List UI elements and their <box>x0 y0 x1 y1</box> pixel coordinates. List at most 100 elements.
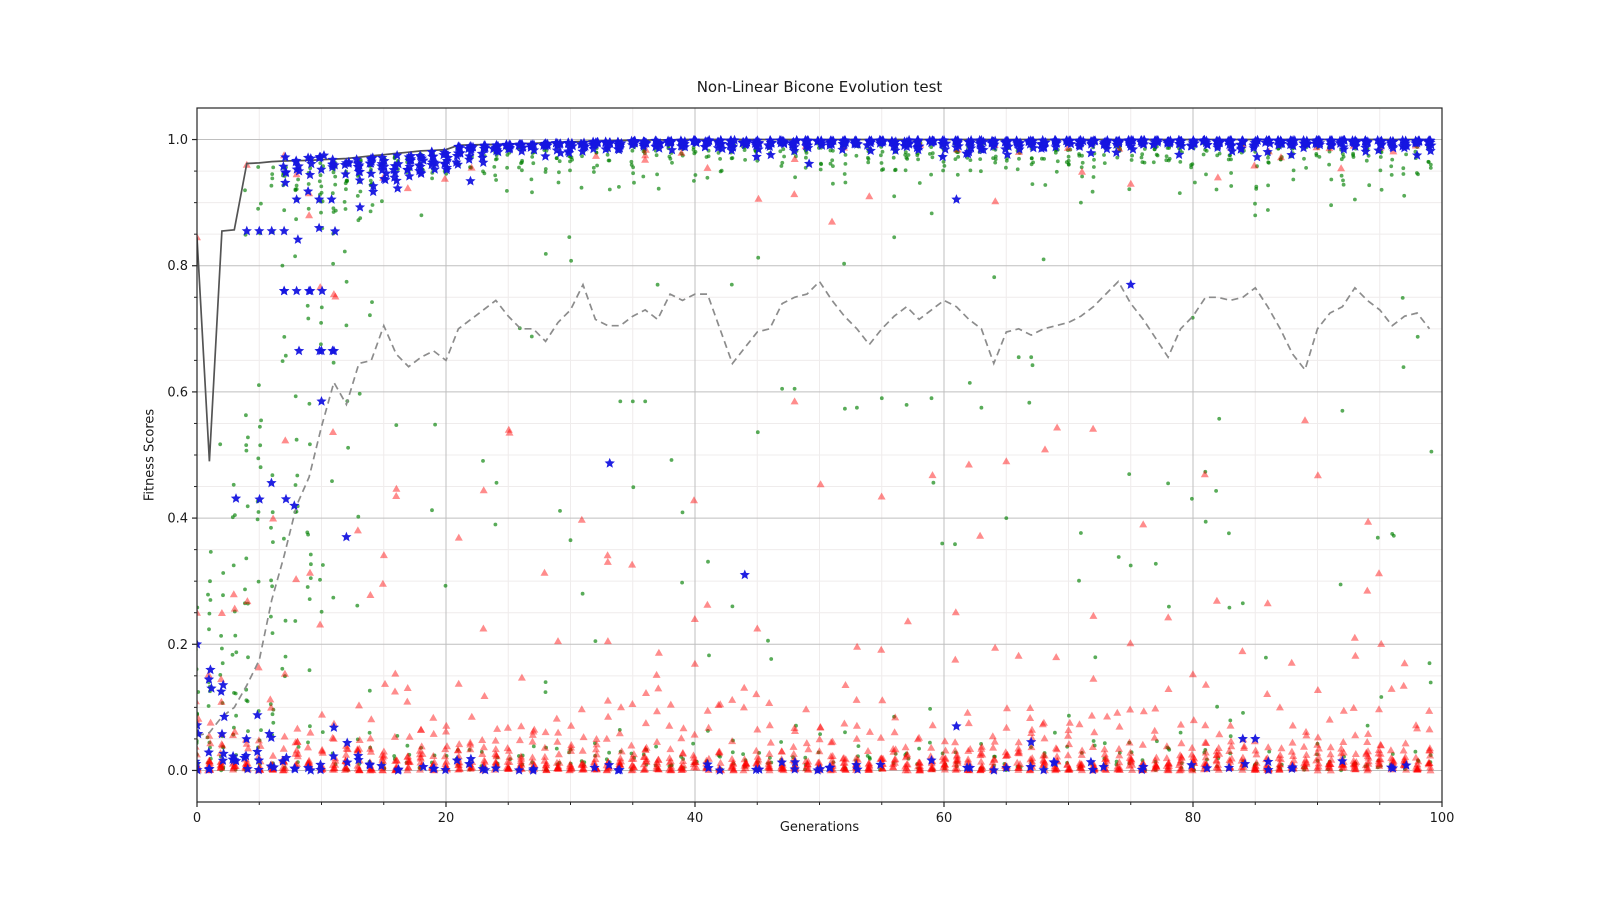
red-point <box>269 751 277 759</box>
blue-star-point <box>700 141 711 152</box>
green-point <box>206 592 210 597</box>
red-point <box>455 758 464 766</box>
red-point <box>914 758 923 766</box>
green-point <box>595 163 599 168</box>
red-point <box>1014 763 1023 770</box>
red-point <box>1351 765 1360 773</box>
red-point <box>964 460 973 468</box>
green-point <box>271 540 275 544</box>
blue-star-point <box>937 138 949 149</box>
green-point <box>929 172 933 177</box>
blue-star-point <box>825 762 836 772</box>
blue-star-point <box>951 142 962 152</box>
red-point <box>915 758 924 766</box>
red-point <box>1251 761 1260 769</box>
red-point <box>765 699 774 706</box>
red-point <box>727 763 736 770</box>
red-point <box>442 757 451 765</box>
red-point <box>1302 727 1310 735</box>
green-point <box>520 753 525 758</box>
red-point <box>889 760 898 767</box>
red-point <box>430 758 439 766</box>
blue-star-point <box>278 161 289 171</box>
green-point <box>443 583 448 588</box>
red-point <box>641 151 650 159</box>
red-point <box>1040 734 1049 742</box>
red-point <box>815 758 824 766</box>
blue-star-point <box>342 737 353 748</box>
blue-star-point <box>280 151 291 162</box>
green-point <box>1401 365 1406 369</box>
red-point <box>280 765 289 773</box>
blue-star-point <box>604 457 615 468</box>
green-point <box>244 443 249 447</box>
green-point <box>1042 751 1047 755</box>
red-point <box>1125 761 1134 769</box>
red-point <box>852 695 861 703</box>
red-point <box>542 765 551 773</box>
green-point <box>232 609 237 614</box>
red-point <box>1202 760 1211 768</box>
green-point <box>1341 182 1346 187</box>
green-point <box>570 157 574 162</box>
green-point <box>331 595 336 600</box>
red-point <box>1326 766 1335 774</box>
red-point <box>903 751 911 759</box>
red-point <box>927 743 936 751</box>
red-point <box>242 759 251 766</box>
blue-star-point <box>415 167 427 177</box>
red-point <box>976 531 985 539</box>
green-point <box>729 282 734 287</box>
green-point <box>246 655 250 660</box>
green-point <box>929 211 934 216</box>
blue-star-point <box>951 720 962 731</box>
red-point <box>229 731 237 739</box>
red-point <box>1189 716 1198 724</box>
red-point <box>552 714 561 722</box>
red-point <box>603 637 612 645</box>
green-point <box>1017 156 1021 161</box>
green-point <box>1416 172 1420 177</box>
red-point <box>1401 739 1410 747</box>
red-point <box>1225 747 1234 754</box>
green-point <box>569 258 573 263</box>
blue-star-point <box>1326 135 1337 145</box>
red-point <box>690 496 698 504</box>
red-point <box>653 764 662 772</box>
green-point <box>1190 315 1195 320</box>
red-point <box>403 184 412 192</box>
green-point <box>593 741 597 746</box>
red-point <box>1314 762 1323 770</box>
green-point <box>1390 157 1395 162</box>
red-point <box>294 749 303 757</box>
green-point <box>244 556 249 561</box>
green-point <box>319 321 323 325</box>
green-point <box>258 443 263 448</box>
red-point <box>1002 752 1010 759</box>
blue-star-point <box>203 747 214 757</box>
green-point <box>1155 153 1160 158</box>
red-point <box>628 765 637 773</box>
green-point <box>1130 153 1134 158</box>
blue-star-point <box>704 134 715 145</box>
red-point <box>1214 765 1223 773</box>
red-point <box>1152 762 1161 770</box>
red-point <box>840 762 849 770</box>
red-point <box>1212 751 1221 758</box>
red-point <box>1201 738 1210 746</box>
green-point <box>816 750 821 755</box>
green-point <box>1375 765 1380 770</box>
blue-star-point <box>289 763 300 773</box>
red-point <box>976 766 985 774</box>
red-point <box>1115 722 1124 730</box>
green-point <box>331 170 336 175</box>
red-point <box>1337 164 1346 172</box>
red-point <box>491 736 500 744</box>
green-point <box>1155 739 1159 744</box>
red-point <box>915 758 924 766</box>
red-point <box>902 760 911 768</box>
blue-star-point <box>404 170 415 181</box>
green-point <box>1090 189 1095 194</box>
red-point <box>941 760 949 768</box>
green-point <box>493 522 498 527</box>
